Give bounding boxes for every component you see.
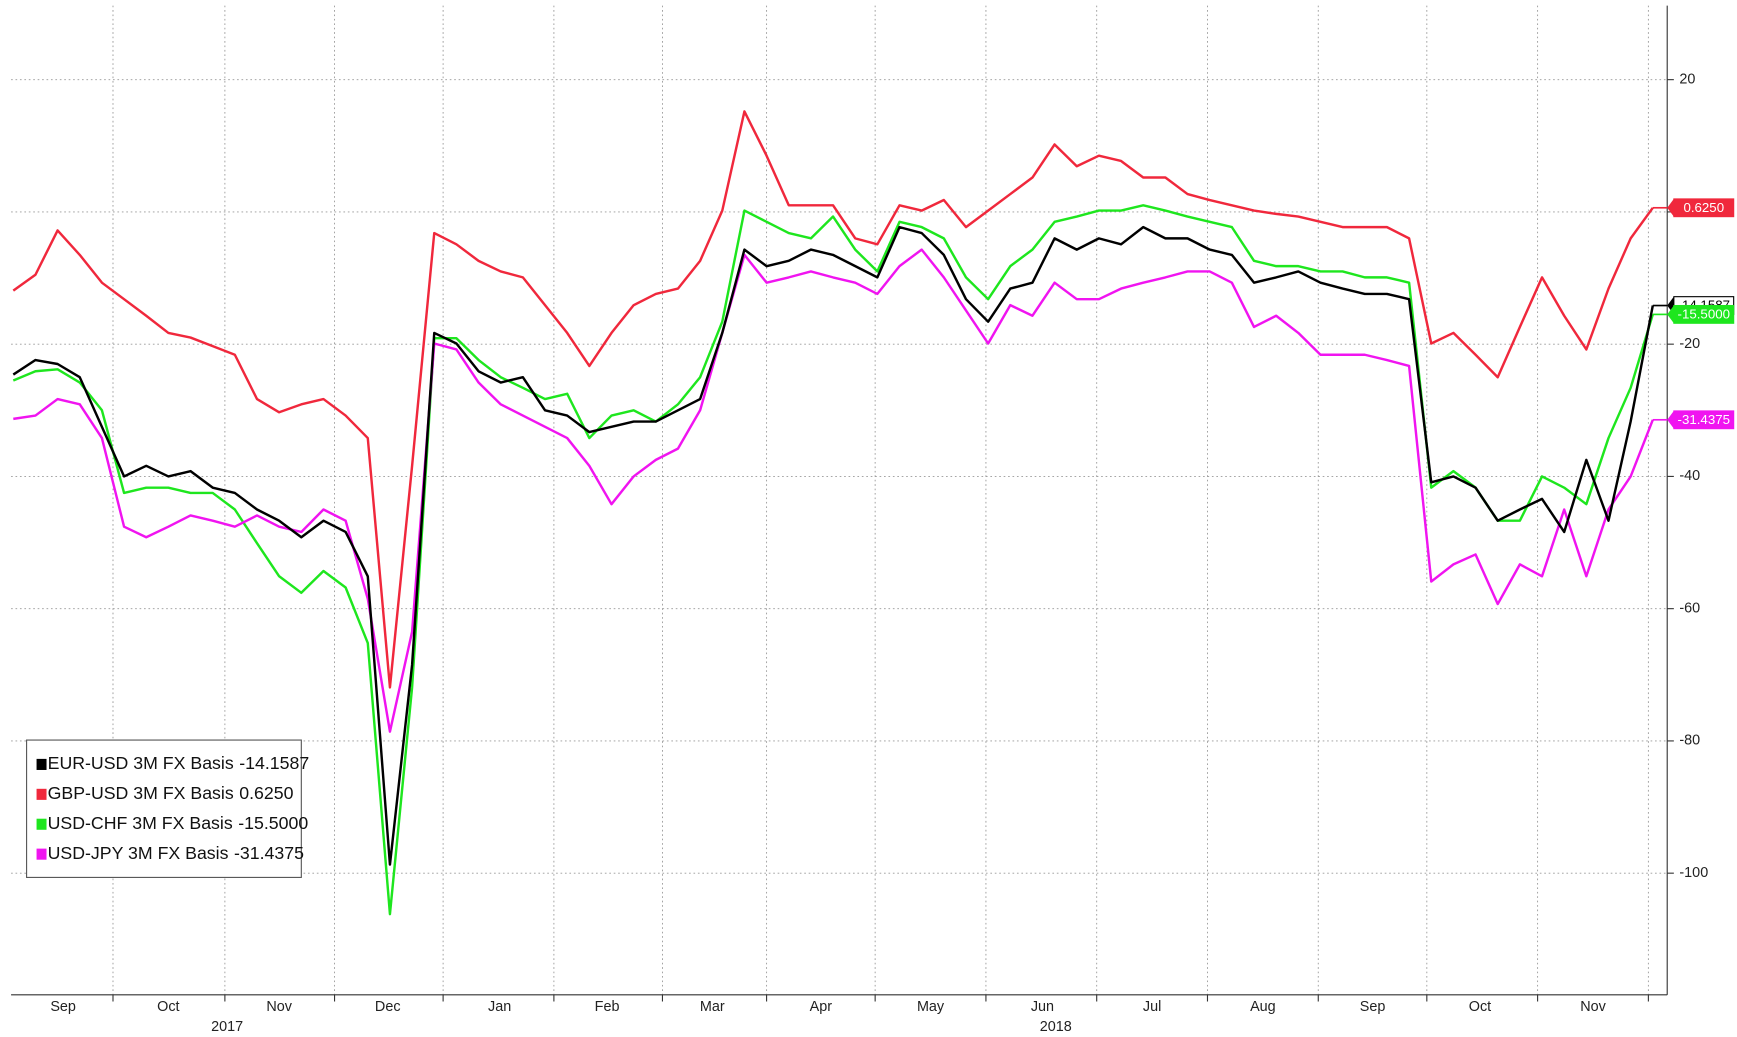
legend-swatch bbox=[36, 848, 47, 860]
x-tick-label: Jan bbox=[488, 999, 511, 1015]
y-tick-label: 20 bbox=[1679, 71, 1695, 87]
line-layer bbox=[12, 110, 1655, 916]
x-tick-label: Oct bbox=[1469, 999, 1491, 1015]
y-tick-label: -60 bbox=[1679, 600, 1700, 616]
legend-swatch bbox=[36, 788, 47, 800]
legend-label: USD-CHF 3M FX Basis bbox=[48, 813, 233, 833]
y-tick-label: -20 bbox=[1679, 336, 1700, 352]
x-tick-label: Apr bbox=[810, 999, 833, 1015]
legend-swatch bbox=[36, 818, 47, 830]
x-tick-label: Nov bbox=[1580, 999, 1606, 1015]
x-tick-label: Mar bbox=[700, 999, 725, 1015]
label-layer: 200-20-40-60-80-100SepOctNovDecJanFebMar… bbox=[26, 71, 1735, 1035]
x-tick-label: Dec bbox=[375, 999, 401, 1015]
legend-swatch bbox=[36, 758, 47, 770]
last-value-box bbox=[1673, 198, 1735, 218]
legend-label: USD-JPY 3M FX Basis bbox=[48, 843, 229, 863]
x-tick-label: Sep bbox=[1360, 999, 1386, 1015]
legend-value: -14.1587 bbox=[239, 753, 309, 773]
x-tick-label: Sep bbox=[50, 999, 76, 1015]
series-line bbox=[13, 248, 1654, 733]
x-tick-label: Nov bbox=[266, 999, 292, 1015]
y-tick-label: -100 bbox=[1679, 865, 1708, 881]
series-line bbox=[12, 204, 1654, 916]
series-line bbox=[12, 225, 1655, 866]
legend-box bbox=[26, 739, 302, 878]
last-value-pointer bbox=[1667, 305, 1674, 324]
y-tick-label: -80 bbox=[1679, 733, 1700, 749]
x-tick-label: Jul bbox=[1143, 999, 1161, 1015]
last-value-pointer bbox=[1667, 410, 1674, 429]
legend-value: 0.6250 bbox=[239, 783, 293, 803]
legend-label: GBP-USD 3M FX Basis bbox=[48, 783, 234, 803]
last-value-label: 0.6250 bbox=[1683, 200, 1724, 215]
legend-value: -15.5000 bbox=[238, 813, 308, 833]
x-tick-label: May bbox=[917, 999, 945, 1015]
last-value-pointer bbox=[1667, 198, 1674, 217]
last-value-box bbox=[1673, 410, 1735, 430]
x-tick-label: Oct bbox=[157, 999, 179, 1015]
x-tick-label: Jun bbox=[1031, 999, 1054, 1015]
x-tick-label: Feb bbox=[595, 999, 620, 1015]
year-label: 2018 bbox=[1040, 1019, 1072, 1035]
legend-label: EUR-USD 3M FX Basis bbox=[48, 753, 234, 773]
last-value-label: -15.5000 bbox=[1678, 306, 1730, 321]
last-value-box bbox=[1673, 304, 1735, 324]
last-value-label: -31.4375 bbox=[1678, 412, 1730, 427]
series-line bbox=[12, 110, 1654, 689]
legend-value: -31.4375 bbox=[234, 843, 304, 863]
y-tick-label: -40 bbox=[1679, 468, 1700, 484]
x-tick-label: Aug bbox=[1250, 999, 1276, 1015]
year-label: 2017 bbox=[211, 1019, 243, 1035]
